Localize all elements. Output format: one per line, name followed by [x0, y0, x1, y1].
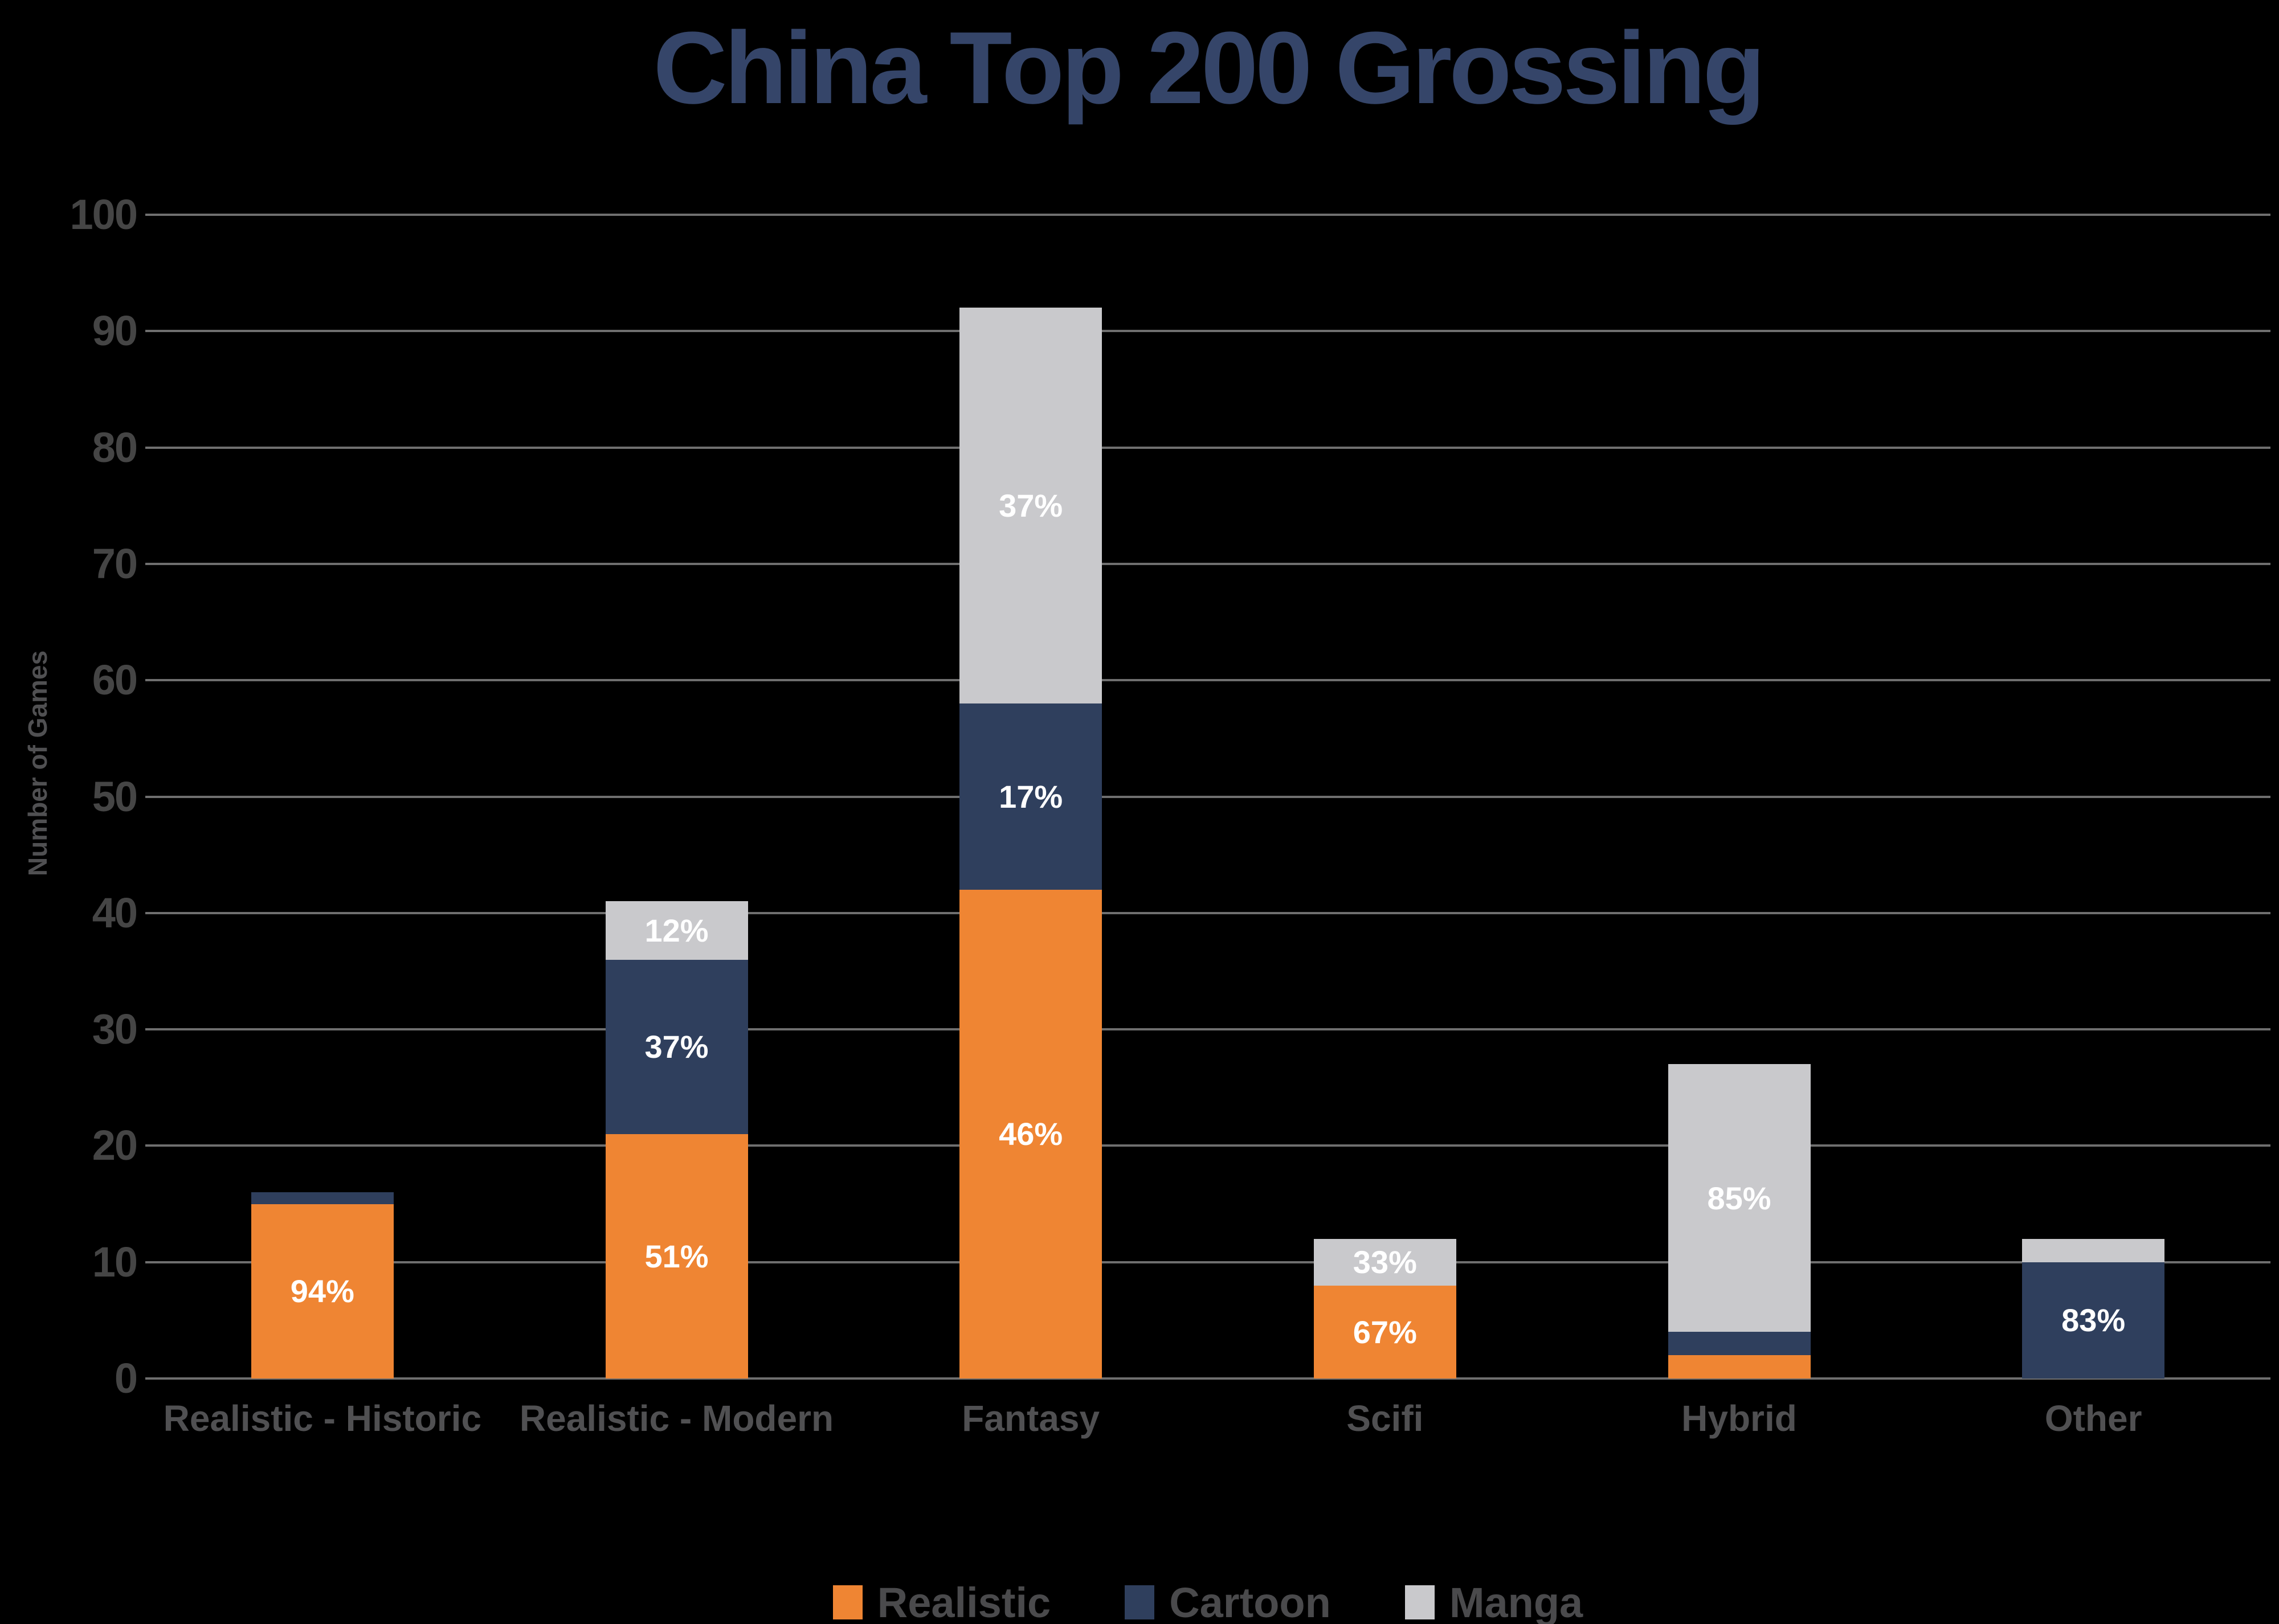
- legend-item-cartoon: Cartoon: [1125, 1578, 1331, 1624]
- legend: Realistic Cartoon Manga: [145, 1578, 2270, 1624]
- bar-percent-label: 12%: [644, 912, 709, 948]
- bar-percent-label: 37%: [644, 1029, 709, 1065]
- gridline: [145, 1261, 2270, 1263]
- y-tick-label: 60: [92, 656, 138, 704]
- bar-segment-realistic: 46%: [959, 889, 1102, 1378]
- bar-percent-label: 94%: [290, 1273, 354, 1310]
- bar-percent-label: 67%: [1353, 1314, 1417, 1350]
- legend-label: Cartoon: [1169, 1578, 1331, 1624]
- x-axis-label: Fantasy: [962, 1398, 1100, 1439]
- legend-item-realistic: Realistic: [832, 1578, 1051, 1624]
- bar-segment-cartoon: [251, 1192, 394, 1204]
- x-axis-label: Realistic - Modern: [519, 1398, 834, 1439]
- gridline: [145, 795, 2270, 798]
- y-tick-label: 90: [92, 307, 138, 355]
- gridline: [145, 1377, 2270, 1380]
- bar-percent-label: 85%: [1707, 1180, 1771, 1216]
- y-tick-label: 30: [92, 1005, 138, 1053]
- y-tick-label: 70: [92, 539, 138, 587]
- gridline: [145, 446, 2270, 449]
- bar-segment-realistic: 67%: [1313, 1285, 1456, 1378]
- gridline: [145, 214, 2270, 216]
- legend-item-manga: Manga: [1404, 1578, 1583, 1624]
- y-tick-label: 50: [92, 772, 138, 820]
- legend-swatch: [1125, 1585, 1155, 1619]
- bar-segment-cartoon: 37%: [605, 959, 748, 1134]
- bar-segment-manga: 33%: [1313, 1238, 1456, 1286]
- bar-percent-label: 51%: [644, 1238, 709, 1274]
- bar-segment-cartoon: [1668, 1332, 1811, 1356]
- bar-segment-cartoon: 83%: [2022, 1262, 2165, 1378]
- y-tick-label: 100: [70, 191, 138, 238]
- gridline: [145, 1028, 2270, 1031]
- bar-percent-label: 33%: [1353, 1244, 1417, 1281]
- legend-label: Realistic: [877, 1578, 1051, 1624]
- bar-segment-realistic: 94%: [251, 1204, 394, 1378]
- bar-segment-manga: 37%: [959, 308, 1102, 704]
- gridline: [145, 1144, 2270, 1147]
- bar-segment-manga: 85%: [1668, 1064, 1811, 1332]
- bar-segment-cartoon: 17%: [959, 703, 1102, 890]
- bar-percent-label: 17%: [999, 778, 1063, 815]
- gridline: [145, 562, 2270, 565]
- bar-percent-label: 83%: [2061, 1302, 2126, 1339]
- gridline: [145, 679, 2270, 682]
- gridline: [145, 911, 2270, 914]
- y-tick-label: 0: [114, 1355, 138, 1402]
- x-axis-label: Scifi: [1346, 1398, 1424, 1439]
- x-axis-label: Other: [2044, 1398, 2142, 1439]
- x-axis-label: Realistic - Historic: [163, 1398, 482, 1439]
- chart-title: China Top 200 Grossing: [653, 11, 1766, 125]
- y-tick-label: 40: [92, 889, 138, 936]
- bar-segment-manga: [2022, 1238, 2165, 1262]
- y-tick-label: 80: [92, 423, 138, 471]
- legend-swatch: [1404, 1585, 1435, 1619]
- bar-percent-label: 37%: [999, 488, 1063, 524]
- bar-percent-label: 46%: [999, 1116, 1063, 1152]
- gridline: [145, 330, 2270, 333]
- bar-segment-realistic: [1668, 1355, 1811, 1378]
- legend-swatch: [832, 1585, 863, 1619]
- bar-segment-manga: 12%: [605, 901, 748, 960]
- bar-segment-realistic: 51%: [605, 1134, 748, 1378]
- x-axis-label: Hybrid: [1681, 1398, 1797, 1439]
- y-tick-label: 20: [92, 1122, 138, 1169]
- y-tick-label: 10: [92, 1238, 138, 1286]
- legend-label: Manga: [1449, 1578, 1583, 1624]
